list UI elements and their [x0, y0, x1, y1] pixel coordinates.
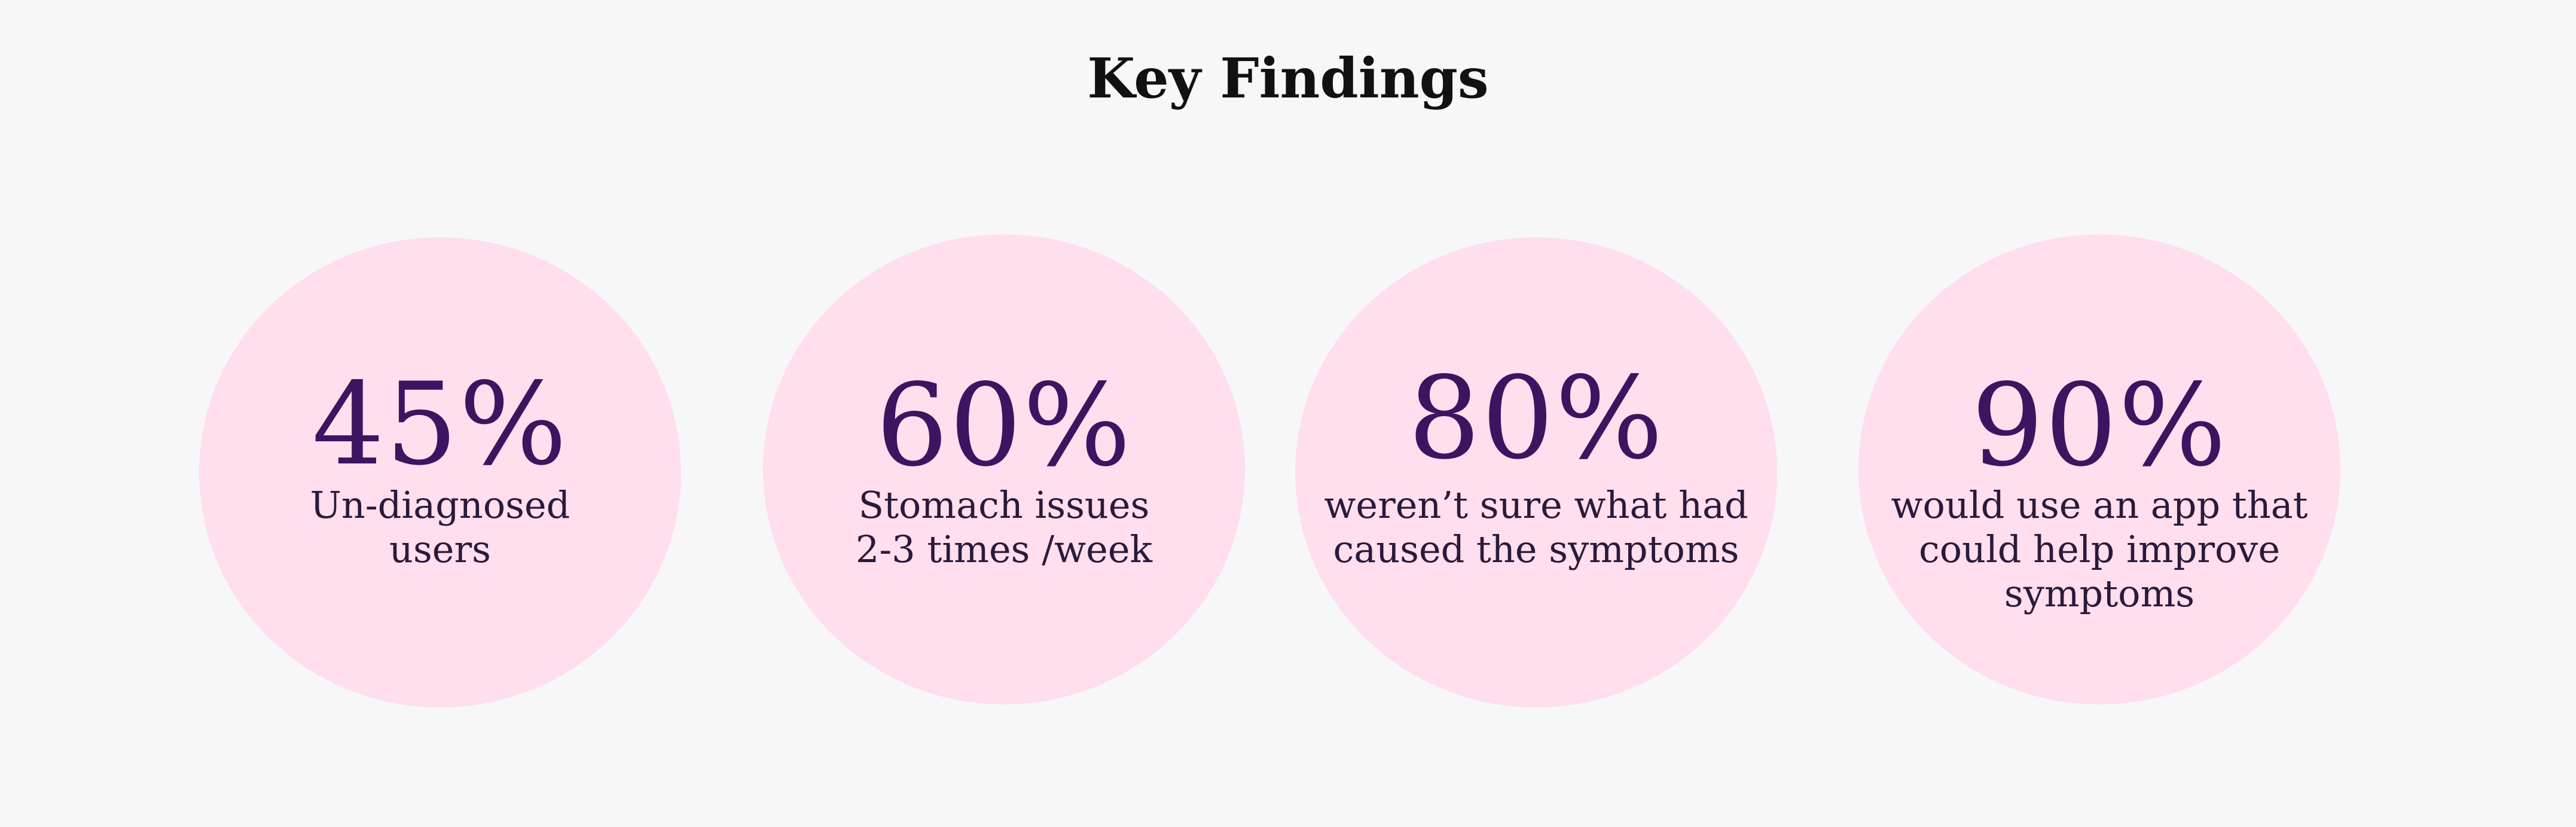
finding-card-unsure-cause: 80% weren’t sure what had caused the sym…	[1295, 237, 1777, 707]
page-title: Key Findings	[1087, 46, 1489, 111]
finding-label: Stomach issues 2-3 times /week	[855, 483, 1153, 571]
finding-card-stomach-issues: 60% Stomach issues 2-3 times /week	[763, 234, 1245, 704]
finding-card-would-use-app: 90% would use an app that could help imp…	[1858, 234, 2340, 704]
finding-card-undiagnosed: 45% Un-diagnosed users	[199, 237, 681, 707]
finding-label: weren’t sure what had caused the symptom…	[1324, 483, 1748, 571]
finding-percentage: 60%	[875, 359, 1133, 492]
finding-label: would use an app that could help improve…	[1891, 483, 2308, 615]
finding-percentage: 80%	[1408, 352, 1665, 484]
finding-label: Un-diagnosed users	[310, 483, 570, 571]
finding-percentage: 45%	[312, 358, 569, 490]
finding-percentage: 90%	[1971, 359, 2228, 492]
